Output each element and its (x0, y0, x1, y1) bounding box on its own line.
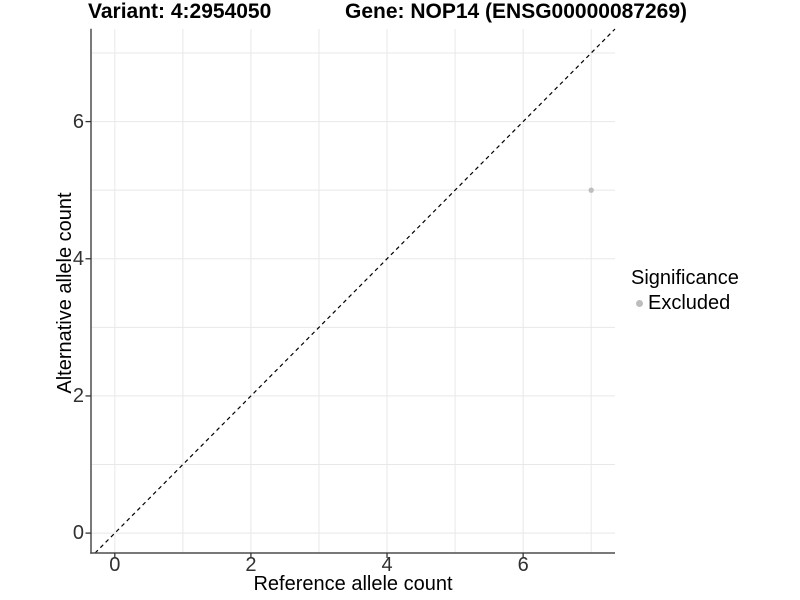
y-tick-label: 6 (72, 110, 84, 133)
x-axis-title: Reference allele count (253, 573, 453, 595)
plot-title-gene: Gene: NOP14 (ENSG00000087269) (345, 0, 688, 23)
x-tick-label: 6 (517, 554, 529, 576)
legend-item-excluded: Excluded (631, 293, 739, 313)
chart-canvas (85, 28, 616, 558)
y-tick-label: 2 (72, 384, 84, 407)
legend-item-label: Excluded (648, 292, 731, 314)
plot-title-variant: Variant: 4:2954050 (88, 0, 272, 23)
data-point (588, 187, 594, 193)
legend-title: Significance (631, 267, 739, 289)
plot-panel (85, 28, 616, 558)
y-tick-label: 4 (72, 247, 84, 270)
x-tick-label: 2 (245, 554, 257, 576)
y-tick-label: 0 (72, 522, 84, 545)
legend-key (631, 295, 648, 312)
legend: Significance Excluded (631, 266, 739, 313)
x-tick-label: 0 (109, 554, 121, 576)
x-tick-label: 4 (381, 554, 393, 576)
identity-line (94, 28, 616, 554)
dot-icon (636, 299, 643, 307)
